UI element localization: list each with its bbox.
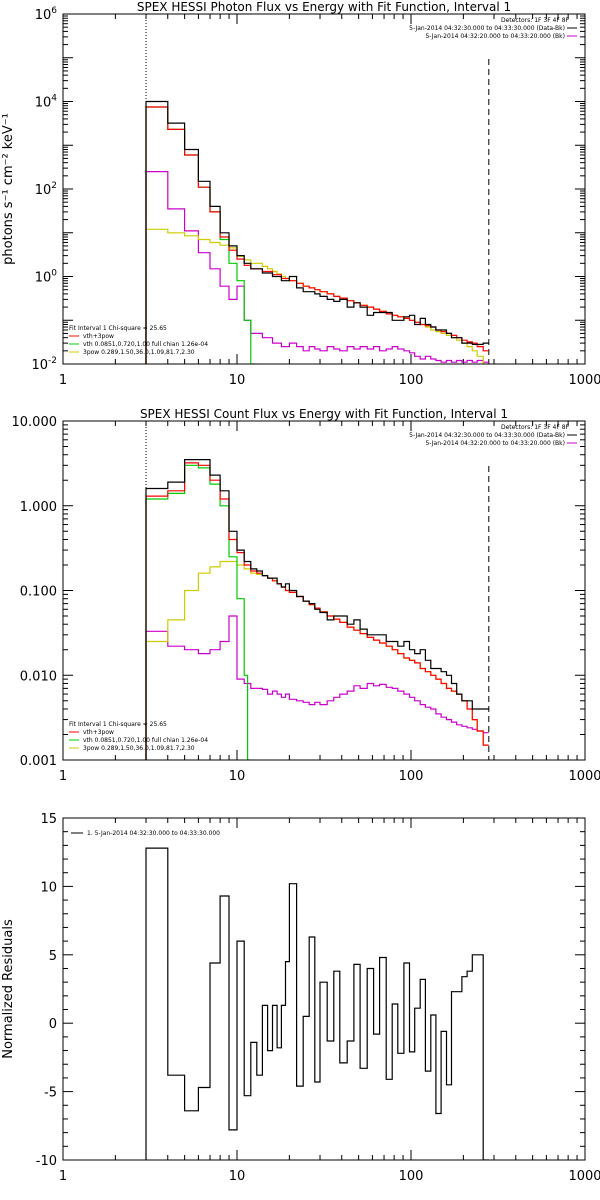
legend-fit-header: Fit Interval 1 Chi-square = 25.65 (69, 721, 167, 728)
legend-residual-item: 1. 5-Jan-2014 04:32:30.000 to 04:33:30.0… (87, 830, 220, 837)
series-residuals (145, 847, 489, 1160)
y-tick-label: 106 (35, 6, 58, 23)
x-tick-label: 1000 (568, 373, 600, 388)
x-tick-label: 100 (399, 1169, 424, 1184)
x-tick-label: 1000 (568, 769, 600, 784)
x-tick-label: 1 (59, 769, 67, 784)
legend-fit-header: Fit Interval 1 Chi-square = 25.65 (69, 325, 167, 332)
x-tick-label: 10 (229, 1169, 246, 1184)
y-tick-label: 10.000 (12, 415, 58, 430)
x-tick-label: 1000 (568, 1169, 600, 1184)
y-tick-label: 100 (35, 269, 58, 286)
y-tick-label: -5 (44, 1086, 57, 1101)
legend-fit-item: 3pow 0.289,1.50,36.0,1.09,81.7,2.30 (83, 745, 195, 752)
chart-panel-1: SPEX HESSI Photon Flux vs Energy with Fi… (1, 0, 600, 388)
plot-frame (62, 420, 586, 761)
chart-title: SPEX HESSI Photon Flux vs Energy with Fi… (137, 0, 511, 14)
legend-top-header: Detectors: 1F 3F 4F 8F (501, 17, 570, 24)
legend-fit-item: vth+3pow (83, 729, 114, 736)
series-group (145, 100, 489, 364)
legend-fit-item: vth 0.0851,0.720,1.00 full chian 1.26e-0… (83, 737, 208, 744)
y-axis-label: Normalized Residuals (1, 919, 16, 1059)
y-tick-label: 1.000 (20, 500, 57, 515)
legend-fit-item: vth+3pow (83, 333, 114, 340)
x-tick-label: 100 (399, 373, 424, 388)
y-tick-label: 10 (40, 880, 57, 895)
legend-top-item: 5-Jan-2014 04:32:20.000 to 04:33:20.000 … (425, 440, 565, 447)
series-background (145, 171, 489, 364)
y-axis-label: photons s⁻¹ cm⁻² keV⁻¹ (1, 113, 16, 265)
y-tick-label: 0.001 (20, 754, 57, 769)
y-tick-label: -10 (36, 1154, 57, 1169)
chart-title: SPEX HESSI Count Flux vs Energy with Fit… (140, 407, 508, 421)
y-tick-label: 104 (35, 94, 58, 111)
series-data (145, 459, 489, 760)
x-tick-label: 10 (229, 769, 246, 784)
series-background (145, 615, 489, 760)
legend-fit-item: vth 0.0851,0.720,1.00 full chian 1.26e-0… (83, 341, 208, 348)
legend-top-item: 5-Jan-2014 04:32:30.000 to 04:33:30.000 … (409, 432, 565, 439)
chart-panel-2: SPEX HESSI Count Flux vs Energy with Fit… (12, 407, 600, 784)
x-tick-label: 1 (59, 1169, 67, 1184)
plot-frame (62, 13, 586, 365)
x-tick-label: 1 (59, 373, 67, 388)
y-tick-label: 10-2 (31, 356, 57, 373)
series-group (145, 459, 489, 760)
series-3pow (145, 560, 489, 760)
series-vth (145, 464, 251, 760)
series-vth-3pow (145, 462, 489, 760)
y-tick-label: 0.100 (20, 585, 57, 600)
series-group (145, 847, 489, 1160)
y-tick-label: 0 (49, 1017, 57, 1032)
x-tick-label: 100 (399, 769, 424, 784)
legend-top-item: 5-Jan-2014 04:32:20.000 to 04:33:20.000 … (425, 33, 565, 40)
x-tick-label: 10 (229, 373, 246, 388)
y-tick-label: 102 (35, 181, 57, 198)
legend-fit-item: 3pow 0.289,1.50,36.0,1.09,81.7,2.30 (83, 349, 195, 356)
plot-frame (62, 817, 586, 1161)
y-tick-label: 5 (49, 949, 57, 964)
legend-top-item: 5-Jan-2014 04:32:30.000 to 04:33:30.000 … (409, 25, 565, 32)
chart-panel-3: 1 10 100 1000 -10 -5 0 5 10 15 Normalized Residual… (1, 812, 600, 1184)
y-tick-label: 15 (40, 812, 57, 827)
series-data (145, 100, 489, 364)
y-tick-label: 0.010 (20, 669, 57, 684)
legend-top-header: Detectors: 1F 3F 4F 8F (501, 424, 570, 431)
